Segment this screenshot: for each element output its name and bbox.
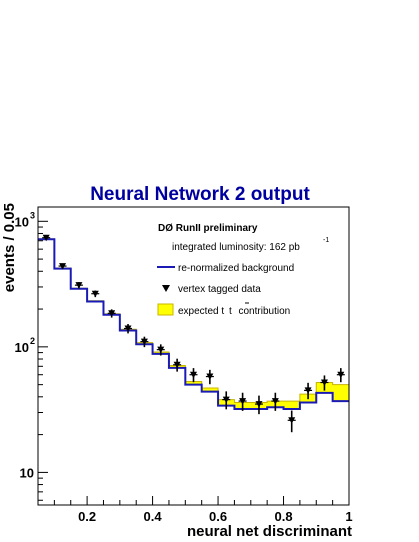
x-tick-label: 0.2 xyxy=(78,509,96,524)
x-tick-label: 0.8 xyxy=(274,509,292,524)
data-point xyxy=(304,387,312,394)
data-point xyxy=(320,379,328,387)
data-point xyxy=(222,396,230,404)
legend-luminosity-text: integrated luminosity: 162 pb xyxy=(172,242,300,253)
data-point xyxy=(190,371,197,379)
x-tick-label: 0.4 xyxy=(144,509,163,524)
legend-experiment-label: DØ RunII preliminary xyxy=(158,223,258,234)
data-point xyxy=(42,234,50,242)
ttbar-band xyxy=(201,388,219,392)
legend-background-label: re-normalized background xyxy=(178,263,294,274)
ttbar-band xyxy=(332,384,349,402)
legend-ttbar-prefix: expected t xyxy=(178,306,224,317)
y-tick-label: 10 xyxy=(15,340,29,355)
x-tick-label: 1 xyxy=(345,509,352,524)
ttbar-band xyxy=(283,401,300,409)
data-point xyxy=(255,401,263,408)
y-tick-label: 10 xyxy=(15,214,29,229)
y-tick-label-exponent: 3 xyxy=(30,210,35,220)
plot-frame xyxy=(37,206,350,506)
y-tick-label-exponent: 2 xyxy=(30,336,35,346)
data-point xyxy=(239,398,247,405)
background-step-line xyxy=(38,238,349,410)
y-axis-label: events / 0.05 xyxy=(1,203,18,292)
x-tick-label: 0.6 xyxy=(209,509,227,524)
legend-luminosity-exponent: -1 xyxy=(323,237,329,244)
data-point xyxy=(337,371,345,379)
chart-title: Neural Network 2 output xyxy=(90,184,310,205)
data-point xyxy=(140,338,148,346)
data-point xyxy=(173,361,181,369)
ttbar-band xyxy=(185,381,202,385)
data-point xyxy=(108,310,116,317)
data-point xyxy=(124,325,132,333)
legend-data-label: vertex tagged data xyxy=(178,284,261,295)
data-point xyxy=(59,263,67,270)
plot-area xyxy=(38,234,349,433)
data-point xyxy=(75,282,83,289)
data-point xyxy=(157,346,165,354)
legend-ttbar-box-icon xyxy=(157,303,174,316)
legend-luminosity: integrated luminosity: 162 pb xyxy=(172,242,300,253)
data-point xyxy=(288,417,296,424)
legend: DØ RunII preliminary integrated luminosi… xyxy=(157,223,329,317)
data-point xyxy=(206,373,214,381)
x-axis-label: neural net discriminant xyxy=(187,523,352,540)
data-point xyxy=(271,398,279,405)
legend-ttbar-label: expected t t contribution xyxy=(178,306,290,317)
legend-ttbar-tbar: t xyxy=(229,306,232,317)
legend-data-marker-icon xyxy=(162,285,170,292)
y-tick-label: 10 xyxy=(20,465,34,480)
legend-ttbar-suffix: contribution xyxy=(239,306,291,317)
data-point xyxy=(91,290,99,298)
